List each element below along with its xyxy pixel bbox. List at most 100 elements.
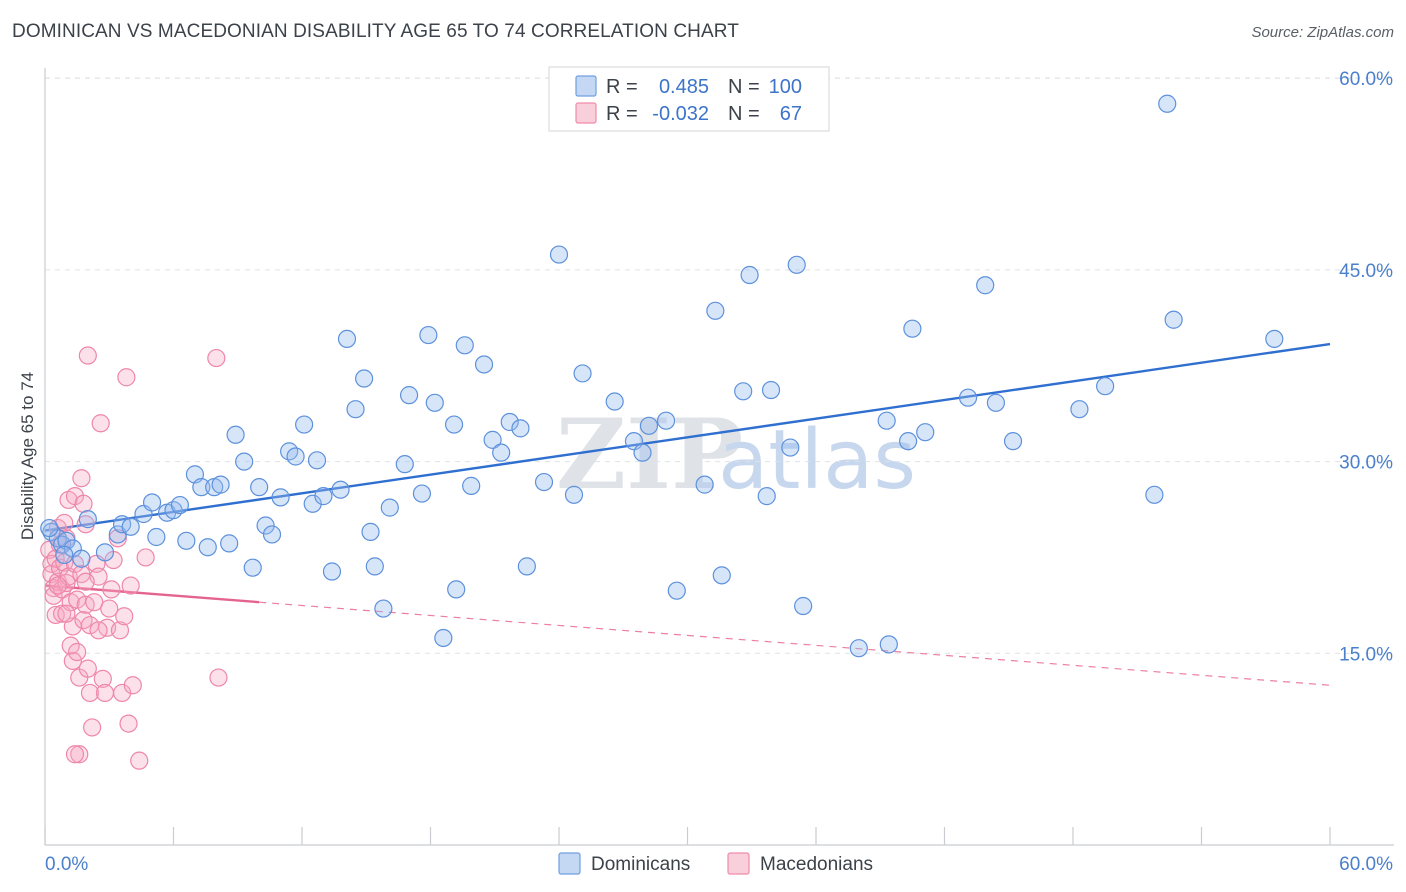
point-dominicans-82: [849, 639, 868, 658]
point-dominicans-17: [177, 531, 196, 550]
point-macedonians-38: [80, 683, 100, 703]
y-axis-label: Disability Age 65 to 74: [18, 372, 37, 540]
point-dominicans-50: [425, 393, 444, 412]
point-dominicans-20: [198, 538, 217, 557]
point-dominicans-95: [1158, 94, 1177, 113]
point-dominicans-85: [898, 432, 918, 451]
point-macedonians-43: [91, 414, 110, 433]
legend-r-value-0: 0.485: [659, 76, 709, 98]
point-dominicans-25: [235, 452, 254, 471]
bottom-legend-swatch-dominicans: [558, 852, 581, 875]
point-macedonians-40: [85, 593, 104, 612]
point-macedonians-32: [74, 494, 93, 513]
point-dominicans-49: [419, 325, 438, 345]
point-dominicans-43: [365, 557, 384, 576]
y-tick-label: 30.0%: [1339, 453, 1393, 474]
point-dominicans-37: [322, 562, 342, 581]
point-dominicans-42: [361, 522, 380, 541]
point-macedonians-39: [83, 718, 102, 737]
point-dominicans-5: [72, 549, 91, 568]
point-dominicans-47: [399, 386, 419, 405]
point-dominicans-99: [55, 545, 74, 564]
point-dominicans-39: [337, 329, 357, 349]
point-dominicans-68: [633, 443, 652, 462]
x-tick-max: 60.0%: [1339, 854, 1393, 875]
point-dominicans-88: [958, 388, 978, 407]
point-macedonians-56: [121, 576, 140, 595]
bottom-legend-label-macedonians: Macedonians: [760, 854, 873, 875]
legend-n-label-1: N =: [728, 103, 760, 125]
point-dominicans-98: [40, 518, 59, 538]
point-dominicans-38: [331, 480, 350, 499]
point-dominicans-86: [903, 319, 922, 338]
point-macedonians-26: [68, 642, 87, 662]
point-dominicans-53: [447, 580, 466, 599]
point-dominicans-54: [455, 336, 474, 355]
point-dominicans-51: [434, 628, 453, 648]
point-dominicans-48: [412, 484, 432, 503]
trend-line-macedonians-extension: [259, 601, 1331, 686]
bottom-legend-swatch-macedonians: [727, 852, 750, 875]
point-dominicans-40: [346, 400, 365, 419]
point-dominicans-76: [740, 265, 759, 285]
y-tick-labels: 15.0% 30.0% 45.0% 60.0%: [1339, 69, 1393, 665]
point-macedonians-62: [65, 745, 85, 764]
point-dominicans-87: [916, 423, 935, 442]
bottom-legend: Dominicans Macedonians: [558, 852, 873, 875]
point-dominicans-32: [286, 447, 305, 466]
point-macedonians-44: [93, 669, 112, 688]
legend-swatch-dominicans: [575, 75, 597, 97]
y-tick-label: 60.0%: [1339, 69, 1393, 90]
point-dominicans-36: [314, 487, 333, 506]
point-macedonians-57: [123, 676, 142, 695]
point-dominicans-70: [656, 411, 676, 430]
point-dominicans-63: [549, 245, 569, 264]
point-dominicans-6: [78, 510, 97, 529]
point-dominicans-57: [483, 430, 502, 449]
point-dominicans-56: [474, 355, 494, 374]
point-macedonians-48: [102, 580, 121, 599]
legend-r-label-0: R =: [606, 76, 638, 98]
legend-n-value-0: 100: [769, 76, 802, 98]
point-dominicans-80: [787, 255, 806, 274]
point-macedonians-54: [117, 368, 136, 387]
y-tick-label: 45.0%: [1339, 261, 1393, 282]
point-macedonians-55: [119, 714, 138, 733]
point-dominicans-45: [380, 498, 399, 517]
point-dominicans-60: [511, 419, 530, 438]
point-dominicans-89: [976, 276, 995, 295]
point-dominicans-73: [706, 301, 725, 320]
point-dominicans-69: [639, 416, 659, 435]
point-dominicans-78: [761, 380, 781, 400]
point-dominicans-12: [142, 493, 162, 512]
point-dominicans-44: [374, 599, 393, 618]
point-dominicans-30: [271, 488, 290, 507]
point-dominicans-75: [734, 382, 753, 401]
point-dominicans-61: [517, 557, 536, 576]
point-macedonians-36: [78, 346, 97, 365]
point-macedonians-22: [63, 651, 82, 671]
point-dominicans-77: [757, 487, 776, 506]
point-dominicans-58: [492, 443, 511, 462]
data-points: [40, 94, 1284, 770]
point-dominicans-46: [395, 455, 414, 474]
point-dominicans-92: [1070, 400, 1089, 419]
point-macedonians-28: [70, 745, 89, 764]
point-dominicans-16: [170, 495, 190, 515]
point-macedonians-64: [57, 604, 76, 623]
point-dominicans-65: [573, 364, 592, 383]
point-dominicans-28: [256, 516, 275, 535]
trend-lines: [44, 342, 1331, 686]
point-dominicans-10: [121, 517, 140, 536]
point-macedonians-53: [115, 607, 134, 626]
point-dominicans-94: [1145, 485, 1164, 504]
point-dominicans-93: [1096, 377, 1115, 396]
point-dominicans-27: [250, 478, 269, 497]
point-dominicans-72: [695, 475, 714, 494]
point-macedonians-59: [136, 548, 155, 567]
point-dominicans-79: [781, 438, 800, 457]
point-macedonians-61: [209, 668, 228, 687]
point-dominicans-59: [500, 412, 519, 432]
point-macedonians-51: [110, 621, 130, 640]
point-dominicans-52: [444, 415, 464, 434]
